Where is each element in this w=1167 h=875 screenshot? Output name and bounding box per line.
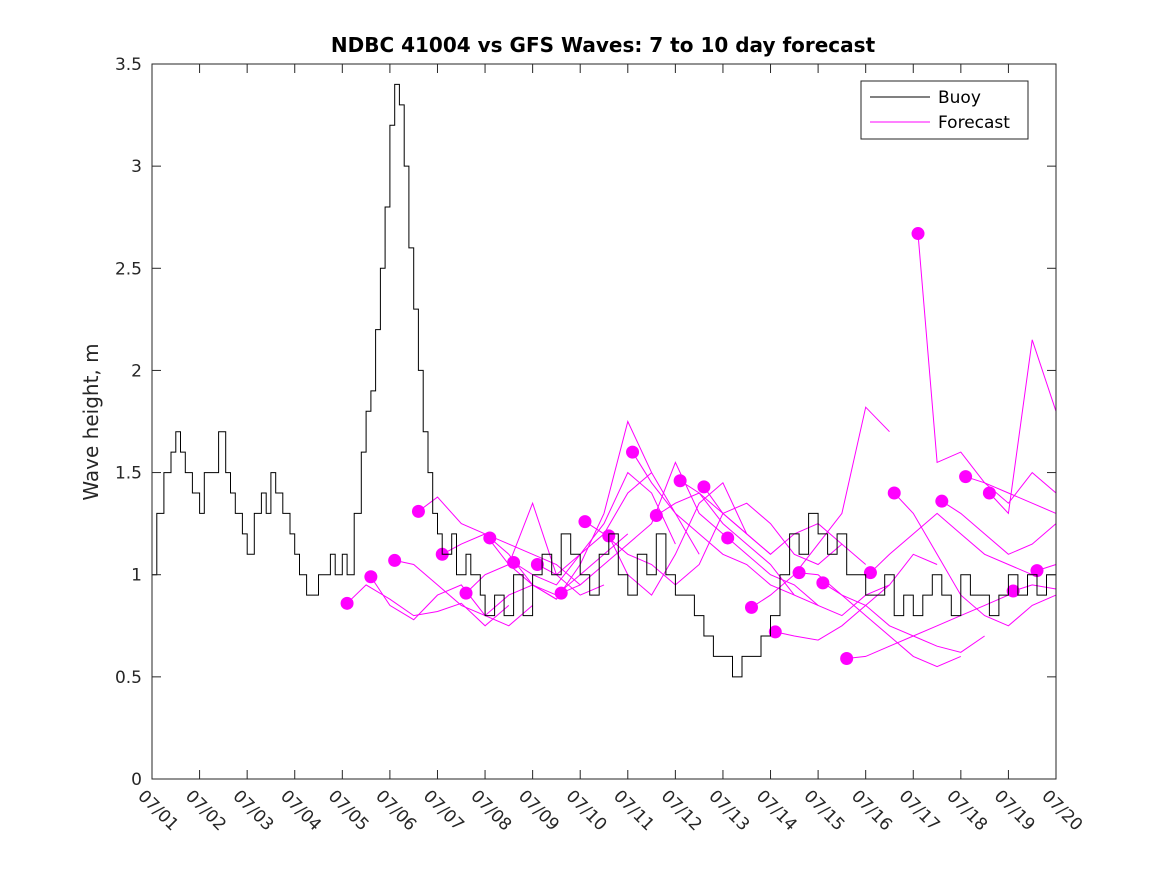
forecast-start-point [1006, 584, 1020, 598]
forecast-line [561, 461, 724, 594]
legend-buoy-label: Buoy [938, 88, 981, 108]
forecast-line [703, 486, 867, 566]
y-tick-label: 3.5 [115, 55, 142, 75]
forecast-line [965, 476, 1057, 514]
forecast-start-point [483, 531, 497, 545]
forecast-start-point [792, 566, 806, 580]
y-tick-label: 1 [131, 566, 142, 586]
forecast-start-point [507, 555, 521, 569]
forecast-start-point [364, 570, 378, 584]
forecast-start-point [816, 576, 830, 590]
forecast-line [632, 451, 795, 596]
forecast-line [679, 480, 843, 555]
forecast-series [340, 227, 1057, 668]
forecast-line [370, 576, 533, 627]
forecast-start-point [578, 515, 592, 529]
legend: Buoy Forecast [860, 80, 1029, 140]
forecast-start-point [411, 504, 425, 518]
forecast-start-point [340, 596, 354, 610]
y-axis-label: Wave height, m [79, 343, 103, 500]
forecast-line [513, 471, 676, 586]
y-axis: 0 0.5 1 1.5 2 2.5 3 3.5 [115, 55, 1056, 790]
y-tick-label: 0 [131, 770, 142, 790]
forecast-line [346, 584, 510, 627]
forecast-start-point [768, 625, 782, 639]
forecast-line [441, 501, 605, 596]
axes-box [151, 63, 1057, 780]
forecast-line [608, 481, 771, 596]
forecast-start-point [863, 566, 877, 580]
forecast-line [870, 512, 1033, 576]
forecast-line [656, 492, 819, 606]
legend-box [860, 80, 1029, 140]
y-tick-label: 2.5 [115, 259, 142, 279]
forecast-line [941, 500, 1057, 555]
forecast-start-point [887, 486, 901, 500]
chart-title: NDBC 41004 vs GFS Waves: 7 to 10 day for… [331, 33, 876, 57]
forecast-start-point [744, 600, 758, 614]
forecast-line [775, 553, 938, 641]
forecast-start-point [388, 553, 402, 567]
forecast-line [465, 533, 629, 596]
forecast-start-point [840, 651, 854, 665]
forecast-start-point [530, 558, 544, 571]
forecast-start-point [911, 227, 925, 241]
forecast-start-point [459, 586, 473, 600]
forecast-line [1013, 584, 1057, 592]
y-tick-label: 1.5 [115, 464, 142, 484]
forecast-start-point [697, 480, 711, 494]
y-tick-label: 2 [131, 361, 142, 381]
legend-forecast-label: Forecast [938, 113, 1010, 133]
forecast-start-point [554, 586, 568, 600]
forecast-start-point [626, 445, 640, 459]
forecast-line [394, 559, 557, 617]
buoy-line [152, 83, 1057, 678]
forecast-start-point [982, 486, 996, 500]
forecast-start-point [959, 470, 973, 484]
forecast-start-point [673, 474, 687, 488]
plot-area [152, 64, 1056, 779]
forecast-start-point [1030, 564, 1044, 578]
forecast-line [989, 339, 1057, 515]
forecast-start-point [721, 531, 735, 545]
y-tick-label: 3 [131, 157, 142, 177]
forecast-line [727, 537, 890, 617]
forecast-line [893, 492, 1057, 627]
forecast-line [537, 471, 700, 576]
y-tick-label: 0.5 [115, 668, 142, 688]
forecast-line [846, 594, 1009, 659]
forecast-start-point [649, 508, 663, 522]
forecast-start-point [935, 494, 949, 508]
forecast-line [751, 406, 890, 608]
forecast-line [822, 582, 985, 653]
buoy-series [152, 83, 1057, 678]
